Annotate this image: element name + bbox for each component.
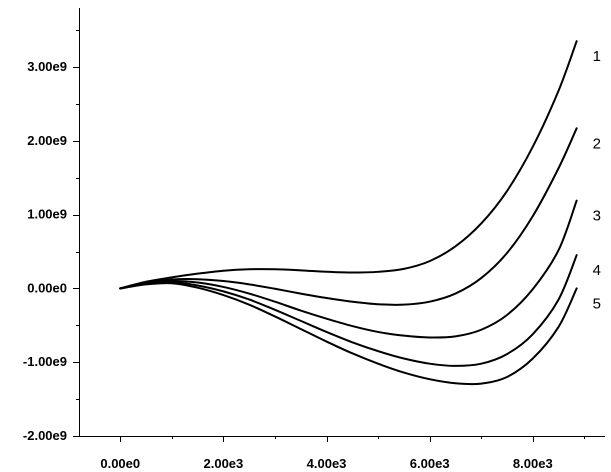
series-label-1: 1 xyxy=(593,48,601,65)
series-label-3: 3 xyxy=(593,208,601,225)
x-tick-label: 6.00e3 xyxy=(410,456,450,471)
y-tick-label: 1.00e9 xyxy=(27,207,67,222)
series-line-1 xyxy=(119,40,578,290)
x-axis-ticks: 0.00e0 2.00e3 4.00e3 6.00e3 8.00e3 xyxy=(100,436,585,471)
y-axis-ticks: -2.00e9 -1.00e9 0.00e0 1.00e9 2.00e9 3.00e9 xyxy=(23,30,79,443)
series-labels: 1 2 3 4 5 xyxy=(593,48,601,312)
series-label-5: 5 xyxy=(593,295,601,312)
y-tick-label: -1.00e9 xyxy=(23,354,67,369)
y-tick-label: -2.00e9 xyxy=(23,428,67,443)
series-line-3 xyxy=(119,199,578,339)
series-line-4 xyxy=(119,254,578,367)
x-tick-label: 0.00e0 xyxy=(100,456,140,471)
y-tick-label: 2.00e9 xyxy=(27,133,67,148)
x-tick-label: 2.00e3 xyxy=(204,456,244,471)
series-label-4: 4 xyxy=(593,262,601,279)
series-line-5 xyxy=(119,282,578,386)
series-label-2: 2 xyxy=(593,135,601,152)
chart-axes xyxy=(79,8,605,437)
y-tick-label: 3.00e9 xyxy=(27,59,67,74)
x-tick-label: 8.00e3 xyxy=(513,456,553,471)
y-tick-label: 0.00e0 xyxy=(27,280,67,295)
series-lines xyxy=(119,40,578,386)
x-tick-label: 4.00e3 xyxy=(307,456,347,471)
series-line-2 xyxy=(119,127,578,306)
